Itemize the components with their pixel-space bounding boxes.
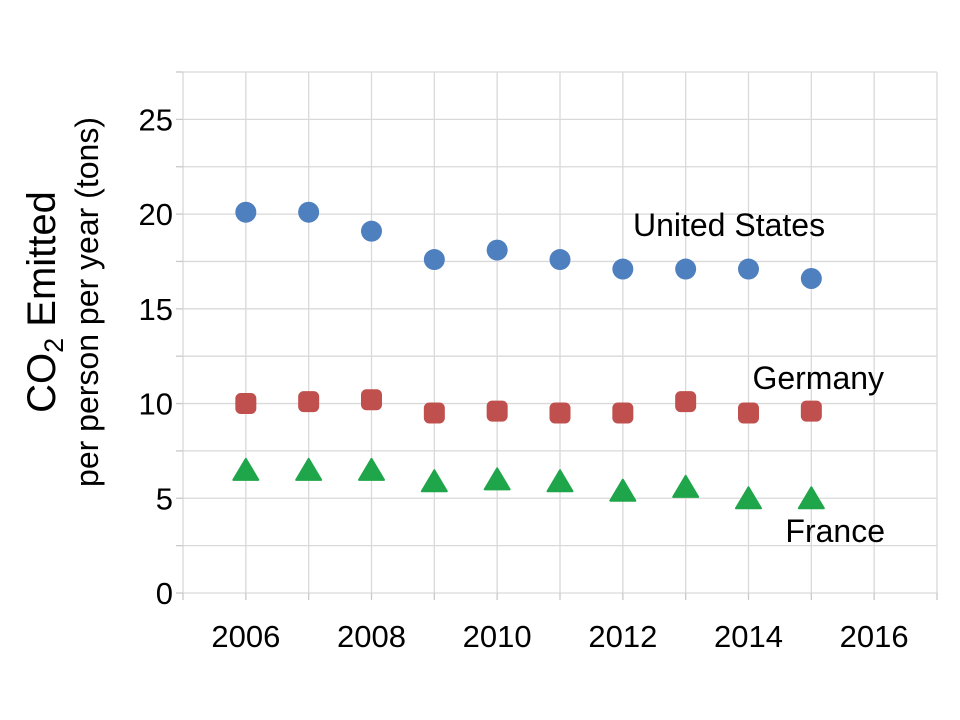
data-point-united-states [486, 239, 508, 261]
series-labels: United States Germany France [633, 207, 885, 549]
y-tick-label: 20 [139, 197, 173, 232]
data-point-germany [800, 400, 822, 422]
y-axis-title: CO2 Emitted per person per year (tons) [20, 117, 105, 487]
y-axis-title-line1: CO2 Emitted [20, 191, 69, 413]
series-label-germany: Germany [752, 360, 884, 396]
data-point-germany [298, 391, 320, 413]
data-point-france [609, 478, 637, 502]
data-point-france [546, 469, 574, 493]
series-label-france: France [785, 513, 885, 549]
data-point-france [232, 457, 260, 481]
data-point-united-states [612, 258, 634, 280]
x-tick-label: 2006 [211, 619, 280, 654]
data-point-germany [235, 393, 257, 415]
y-axis-title-line2: per person per year (tons) [69, 117, 105, 487]
y-tick-label: 10 [139, 387, 173, 422]
data-point-germany [738, 402, 759, 424]
data-point-united-states [738, 258, 759, 280]
data-point-germany [423, 402, 445, 424]
data-point-france [797, 486, 825, 510]
data-point-germany [549, 402, 571, 424]
x-tick-label: 2010 [463, 619, 532, 654]
data-point-france [672, 474, 700, 498]
series-label-united-states: United States [633, 207, 825, 243]
x-tick-label: 2014 [714, 619, 783, 654]
data-point-france [358, 457, 385, 481]
x-tick-label: 2008 [337, 619, 406, 654]
y-tick-label: 15 [139, 292, 173, 327]
data-point-germany [486, 400, 508, 422]
x-axis-tick-labels: 2006 2008 2010 2012 2014 2016 [211, 619, 908, 654]
x-tick-label: 2012 [588, 619, 657, 654]
data-point-united-states [549, 249, 571, 271]
x-tick-label: 2016 [840, 619, 909, 654]
data-point-united-states [298, 201, 320, 223]
axis-ticks [176, 71, 938, 600]
data-series [232, 201, 825, 510]
y-tick-label: 25 [139, 102, 173, 137]
data-point-germany [675, 391, 697, 413]
data-point-germany [612, 402, 634, 424]
data-point-france [483, 467, 511, 491]
data-point-united-states [235, 201, 257, 223]
y-tick-label: 0 [156, 576, 173, 611]
data-point-united-states [675, 258, 697, 280]
data-point-france [420, 469, 448, 493]
data-point-united-states [423, 249, 445, 271]
data-point-germany [361, 389, 382, 411]
data-point-united-states [800, 268, 822, 290]
y-axis-tick-labels: 0 5 10 15 20 25 [139, 102, 173, 611]
data-point-france [295, 457, 323, 481]
data-point-united-states [361, 220, 382, 242]
y-tick-label: 5 [156, 481, 173, 516]
data-point-france [735, 486, 762, 510]
